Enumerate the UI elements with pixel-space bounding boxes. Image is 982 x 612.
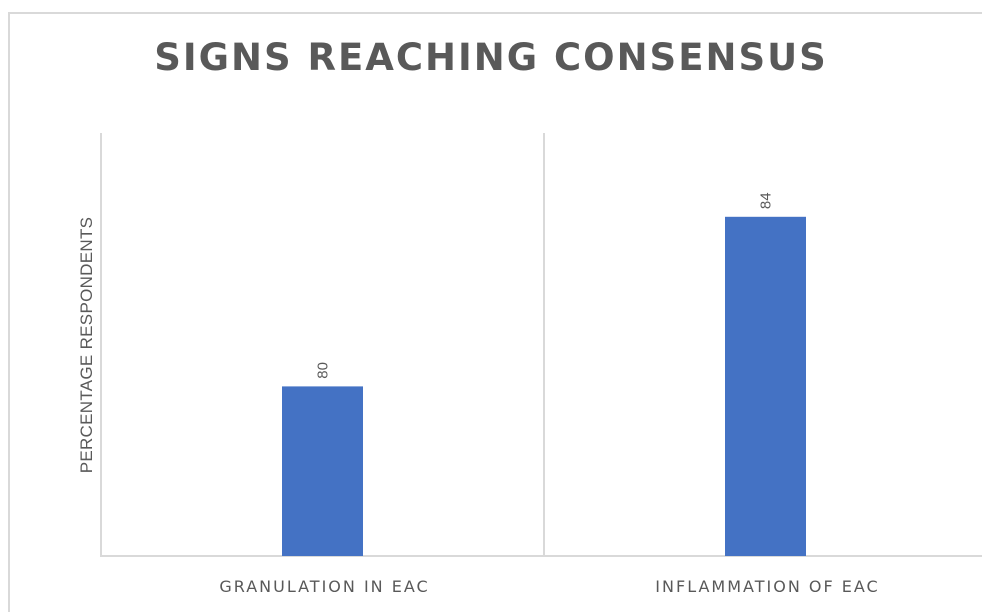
bar-1 bbox=[282, 386, 363, 556]
bar-chart-plot: 80 GRANULATION IN EAC 84 INFLAMMATION OF EA… bbox=[100, 133, 982, 596]
data-label-2: 84 bbox=[758, 192, 775, 209]
chart-area bbox=[8, 12, 982, 612]
data-label-1: 80 bbox=[315, 362, 332, 379]
chart-title: SIGNS REACHING CONSENSUS bbox=[154, 36, 828, 79]
bar-2 bbox=[725, 216, 806, 557]
x-tick-label-2: INFLAMMATION OF EAC bbox=[655, 577, 879, 596]
x-tick-label-1: GRANULATION IN EAC bbox=[219, 577, 429, 596]
